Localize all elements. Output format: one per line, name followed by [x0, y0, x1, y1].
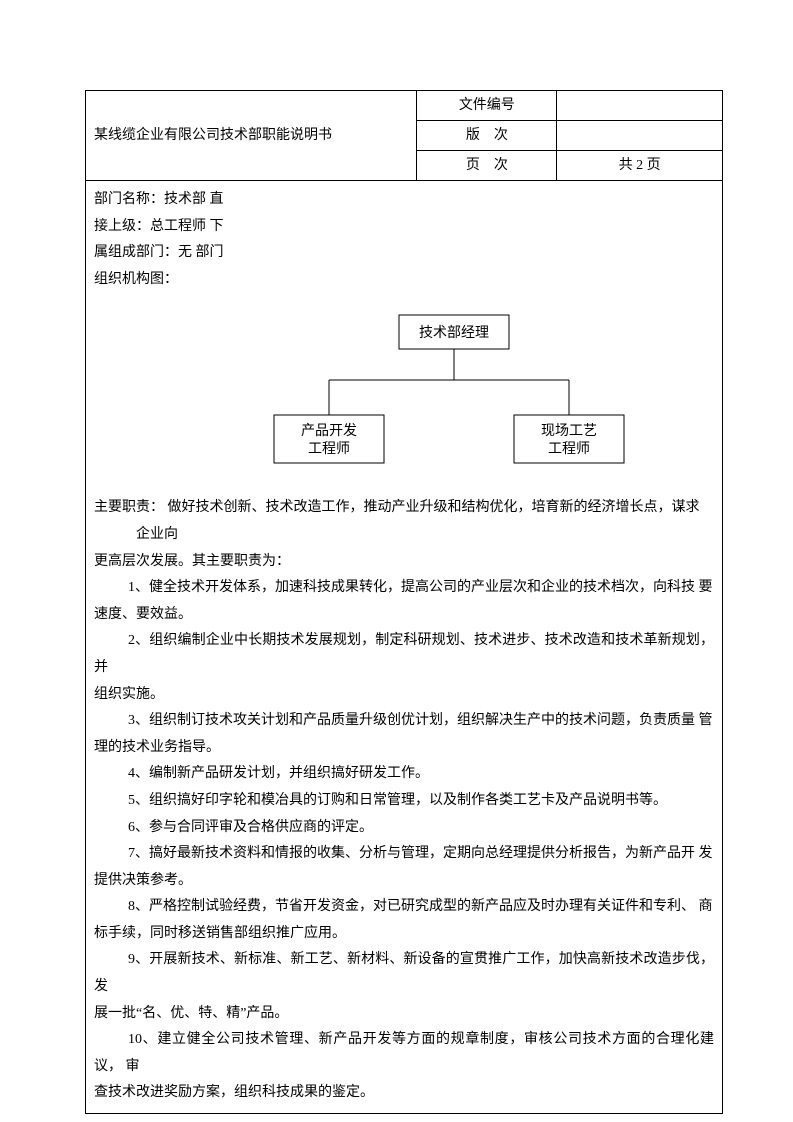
duty-2a: 2、组织编制企业中长期技术发展规划，制定科研规划、技术进步、技术改造和技术革新规…	[94, 628, 714, 681]
doc-no-label: 文件编号	[417, 91, 557, 121]
dept-name: 部门名称：技术部 直	[94, 187, 714, 214]
version-label: 版 次	[417, 121, 557, 151]
node-right-label2: 工程师	[548, 441, 590, 457]
duty-7a: 7、搞好最新技术资料和情报的收集、分析与管理，定期向总经理提供分析报告，为新产品…	[94, 841, 714, 868]
duties-intro-2: 企业向	[94, 522, 714, 549]
duty-10a: 10、建立健全公司技术管理、新产品开发等方面的规章制度，审核公司技术方面的合理化…	[94, 1027, 714, 1080]
duty-4a: 4、编制新产品研发计划，并组织搞好研发工作。	[94, 761, 714, 788]
duty-1b: 速度、要效益。	[94, 602, 714, 629]
duty-8a: 8、严格控制试验经费，节省开发资金，对已研究成型的新产品应及时办理有关证件和专利…	[94, 894, 714, 921]
node-root-label: 技术部经理	[419, 325, 489, 341]
doc-no-value	[557, 91, 723, 121]
superior: 接上级：总工程师 下	[94, 214, 714, 241]
duties-intro-3: 更高层次发展。其主要职责为：	[94, 549, 714, 576]
orgchart-label: 组织机构图：	[94, 267, 714, 294]
duties-intro-1: 主要职责： 做好技术创新、技术改造工作，推动产业升级和结构优化，培育新的经济增长…	[94, 495, 714, 522]
version-value	[557, 121, 723, 151]
duty-8b: 标手续，同时移送销售部组织推广应用。	[94, 921, 714, 948]
doc-title: 某线缆企业有限公司技术部职能说明书	[94, 128, 332, 143]
node-left-label1: 产品开发	[301, 423, 357, 439]
node-right-label1: 现场工艺	[541, 423, 597, 439]
duty-9a: 9、开展新技术、新标准、新工艺、新材料、新设备的宣贯推广工作，加快高新技术改造步…	[94, 947, 714, 1000]
duty-3a: 3、组织制订技术攻关计划和产品质量升级创优计划，组织解决生产中的技术问题，负责质…	[94, 708, 714, 735]
duties-list: 1、健全技术开发体系，加速科技成果转化，提高公司的产业层次和企业的技术档次，向科…	[94, 575, 714, 1107]
orgchart-svg: 技术部经理 产品开发 工程师 现场工艺 工程师	[144, 305, 664, 475]
header-table: 某线缆企业有限公司技术部职能说明书 文件编号 版 次 页 次 共 2 页	[85, 90, 723, 181]
duty-1a: 1、健全技术开发体系，加速科技成果转化，提高公司的产业层次和企业的技术档次，向科…	[94, 575, 714, 602]
content-area: 部门名称：技术部 直 接上级：总工程师 下 属组成部门：无 部门 组织机构图： …	[85, 181, 723, 1114]
duty-10b: 查技术改进奖励方案，组织科技成果的鉴定。	[94, 1080, 714, 1107]
duty-9b: 展一批“名、优、特、精”产品。	[94, 1001, 714, 1028]
node-left-label2: 工程师	[308, 441, 350, 457]
page-value: 共 2 页	[557, 151, 723, 181]
duty-2b: 组织实施。	[94, 682, 714, 709]
duty-5a: 5、组织搞好印字轮和模冶具的订购和日常管理，以及制作各类工艺卡及产品说明书等。	[94, 788, 714, 815]
orgchart: 技术部经理 产品开发 工程师 现场工艺 工程师	[94, 305, 714, 475]
duty-6a: 6、参与合同评审及合格供应商的评定。	[94, 815, 714, 842]
sub-dept: 属组成部门：无 部门	[94, 240, 714, 267]
duty-3b: 理的技术业务指导。	[94, 735, 714, 762]
duty-7b: 提供决策参考。	[94, 868, 714, 895]
page-label: 页 次	[417, 151, 557, 181]
doc-title-cell: 某线缆企业有限公司技术部职能说明书	[86, 91, 417, 181]
